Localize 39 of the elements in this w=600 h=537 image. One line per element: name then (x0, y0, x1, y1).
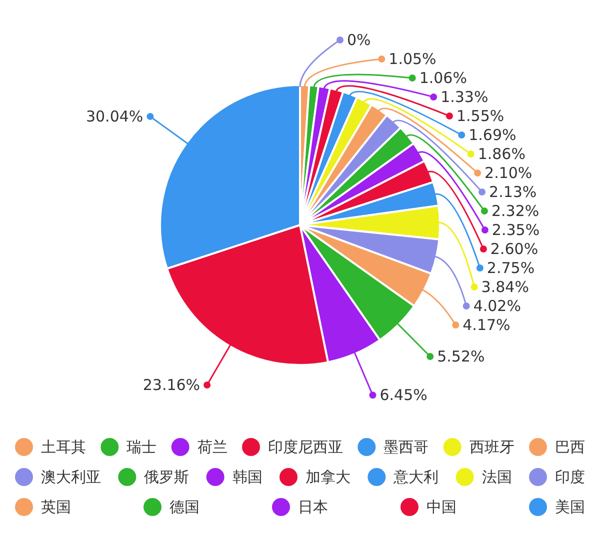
legend-label: 墨西哥 (384, 438, 429, 456)
data-label: 3.84% (481, 278, 529, 296)
legend-label: 加拿大 (306, 468, 350, 486)
legend-label: 土耳其 (41, 438, 86, 456)
data-label: 1.55% (456, 107, 504, 125)
legend-label: 巴西 (555, 438, 585, 456)
legend-label: 英国 (41, 498, 71, 516)
data-label: 2.60% (490, 240, 538, 258)
data-label: 2.13% (489, 183, 537, 201)
legend-label: 澳大利亚 (41, 468, 101, 486)
data-label: 2.35% (492, 221, 540, 239)
legend-label: 西班牙 (469, 438, 514, 456)
data-label: 1.05% (388, 50, 436, 68)
data-label: 2.75% (486, 259, 535, 277)
legend-label: 美国 (555, 498, 585, 516)
legend-label: 法国 (482, 468, 512, 486)
legend-label: 印度尼西亚 (268, 438, 343, 456)
data-label: 6.45% (380, 386, 428, 404)
data-label: 1.33% (440, 88, 488, 106)
legend-label: 印度 (555, 468, 585, 486)
legend-label: 韩国 (232, 468, 262, 486)
data-label: 1.06% (419, 69, 467, 87)
data-label: 4.17% (462, 316, 510, 334)
data-label: 1.69% (468, 126, 516, 144)
data-label: 2.10% (484, 164, 532, 182)
text: 0% (347, 31, 371, 49)
legend-label: 瑞士 (126, 438, 157, 456)
legend-label: 中国 (426, 498, 456, 516)
legend-label: 俄罗斯 (144, 468, 190, 486)
legend-label: 日本 (298, 498, 328, 516)
data-label: 5.52% (437, 348, 485, 366)
data-label: 4.02% (473, 297, 521, 315)
data-label: 30.04% (86, 107, 144, 126)
legend-label: 荷兰 (197, 438, 228, 456)
data-label: 2.32% (491, 202, 540, 220)
data-label: 1.86% (478, 145, 526, 163)
legend-label: 德国 (170, 498, 200, 516)
legend-label: 意大利 (392, 468, 439, 486)
data-label: 23.16% (142, 376, 200, 394)
